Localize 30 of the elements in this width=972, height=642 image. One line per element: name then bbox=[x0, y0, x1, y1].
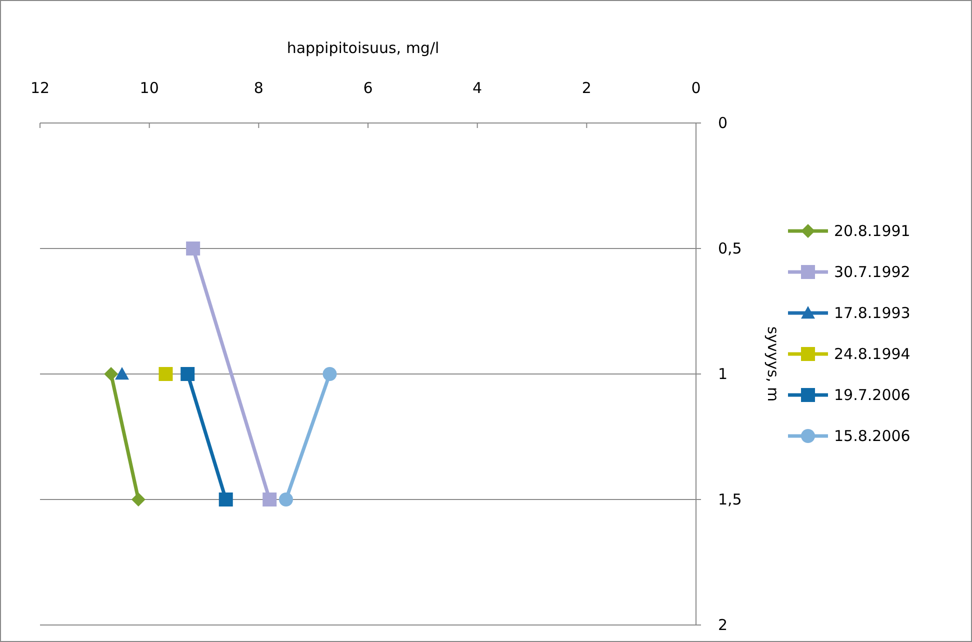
point bbox=[186, 242, 200, 256]
legend-label: 15.8.2006 bbox=[834, 427, 910, 445]
y-tick-label: 0 bbox=[718, 114, 728, 132]
x-tick-label: 4 bbox=[472, 79, 482, 97]
legend-label: 24.8.1994 bbox=[834, 345, 910, 363]
x-tick-label: 2 bbox=[582, 79, 592, 97]
legend-label: 19.7.2006 bbox=[834, 386, 910, 404]
x-tick-label: 12 bbox=[30, 79, 50, 97]
x-tick-label: 0 bbox=[691, 79, 701, 97]
point bbox=[262, 492, 277, 506]
y-tick-label: 0,5 bbox=[718, 240, 742, 258]
point bbox=[131, 492, 146, 506]
y-tick-label: 2 bbox=[718, 616, 728, 634]
legend-label: 30.7.1992 bbox=[834, 263, 910, 281]
point bbox=[322, 367, 337, 381]
x-tick-label: 8 bbox=[254, 79, 264, 97]
point bbox=[115, 367, 129, 380]
x-axis-title: happipitoisuus, mg/l bbox=[286, 39, 440, 57]
x-tick-label: 10 bbox=[140, 79, 159, 97]
y-tick-label: 1,5 bbox=[718, 490, 742, 508]
point bbox=[279, 492, 293, 506]
point bbox=[218, 492, 233, 506]
point bbox=[180, 367, 195, 381]
legend-label: 17.8.1993 bbox=[834, 304, 910, 322]
legend-label: 20.8.1991 bbox=[834, 222, 910, 240]
x-tick-label: 6 bbox=[363, 79, 373, 97]
point bbox=[104, 367, 118, 381]
point bbox=[158, 367, 173, 381]
y-axis-title: syvyys, m bbox=[764, 326, 782, 402]
y-tick-label: 1 bbox=[718, 365, 728, 383]
